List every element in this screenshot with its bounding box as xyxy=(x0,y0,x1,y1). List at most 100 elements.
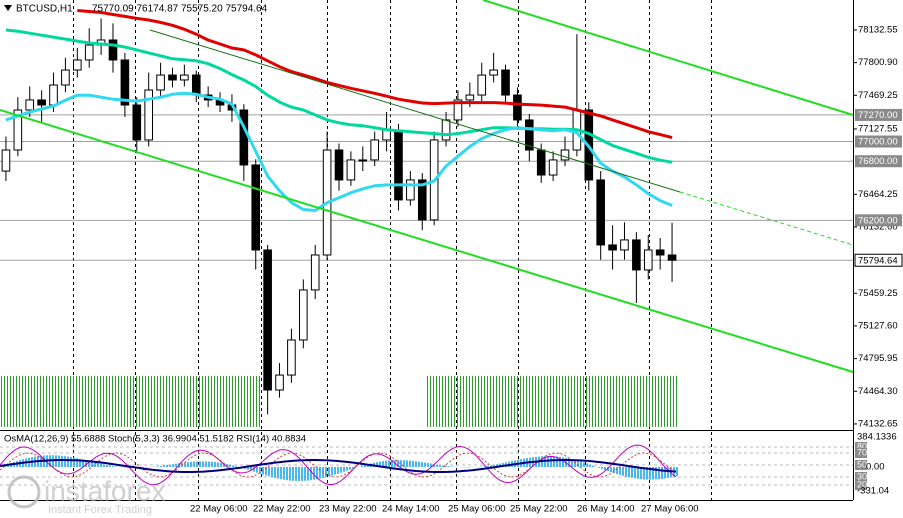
osc-level-box xyxy=(855,442,867,452)
candle-body xyxy=(525,119,534,151)
candle-body xyxy=(108,39,118,61)
stoch-signal xyxy=(0,452,677,478)
level-label: 75794.64 xyxy=(858,255,898,266)
osc-scale-label: 30 xyxy=(857,471,867,481)
candle-body xyxy=(632,239,641,271)
watermark-brand: instaforex xyxy=(44,475,165,506)
x-tick-label: 27 May 06:00 xyxy=(641,504,699,515)
channel-mid xyxy=(149,29,681,193)
candle-body xyxy=(358,159,368,162)
candle-body xyxy=(191,74,201,96)
candle-body xyxy=(536,149,546,176)
candle-body xyxy=(251,164,261,251)
y-tick-label: 77127.55 xyxy=(858,123,898,134)
chart-title: BTCUSD,H1 xyxy=(16,4,73,15)
level-box xyxy=(855,135,902,148)
x-tick-label: 24 May 14:00 xyxy=(382,504,440,515)
candle-body xyxy=(263,249,272,391)
candle-body xyxy=(1,149,11,172)
candle-body xyxy=(37,99,46,106)
candle-body xyxy=(453,99,463,121)
candle-body xyxy=(417,179,427,221)
ohlc-header: 75770.09 76174.87 75575.20 75794.64 xyxy=(92,4,268,15)
candle-body xyxy=(667,254,677,261)
osc-scale-label: -331.04 xyxy=(857,486,889,497)
candle-body xyxy=(275,374,284,391)
candle-body xyxy=(120,59,130,106)
menu-arrow[interactable] xyxy=(4,5,12,11)
level-box xyxy=(855,108,902,121)
osc-level-box xyxy=(855,480,867,490)
level-label: 76200.00 xyxy=(858,215,898,226)
candle-body xyxy=(370,139,379,161)
candle-body xyxy=(560,149,570,161)
level-box xyxy=(854,253,903,267)
moving-average xyxy=(77,9,673,140)
y-tick-label: 75459.25 xyxy=(858,288,898,299)
osc-scale-label: 80 xyxy=(857,441,867,451)
channel-lower xyxy=(0,109,854,373)
candle-body xyxy=(84,44,94,61)
rsi-line xyxy=(0,459,677,473)
candle-body xyxy=(608,244,617,251)
level-label: 77000.00 xyxy=(858,137,898,148)
candle-body xyxy=(501,69,510,96)
candle-body xyxy=(643,249,653,271)
candle-body xyxy=(180,74,189,81)
candle-body xyxy=(620,239,629,251)
candle-body xyxy=(548,159,558,176)
level-box xyxy=(855,155,902,168)
osc-scale-label: 384.1336 xyxy=(857,432,897,443)
watermark: instaforex Instant Forex Trading xyxy=(7,475,165,516)
candle-body xyxy=(596,179,605,246)
candle-body xyxy=(144,89,153,141)
y-tick-label: 74795.95 xyxy=(858,353,898,364)
candle-body xyxy=(239,109,249,166)
watermark-logo xyxy=(7,475,41,509)
x-tick-label: 25 May 06:00 xyxy=(448,504,506,515)
watermark-tagline: Instant Forex Trading xyxy=(48,504,152,516)
candle-body xyxy=(168,74,177,81)
candle-body xyxy=(382,129,391,141)
candle-body xyxy=(406,179,415,201)
candle-body xyxy=(489,69,498,76)
candle-body xyxy=(513,94,522,121)
candle-body xyxy=(394,129,403,201)
osc-level-box xyxy=(855,472,867,482)
candle-body xyxy=(465,94,475,101)
y-tick-label: 77800.90 xyxy=(858,57,898,68)
level-box xyxy=(855,214,902,227)
candle-body xyxy=(310,254,320,291)
y-tick-label: 74464.30 xyxy=(858,386,898,397)
osc-scale-label: 70 xyxy=(857,447,867,457)
moving-average xyxy=(5,91,673,212)
candle-body xyxy=(49,84,58,106)
candle-body xyxy=(441,119,451,141)
osc-level-box xyxy=(855,448,867,458)
y-tick-label: 74132.65 xyxy=(858,418,898,429)
y-tick-label: 77469.25 xyxy=(858,90,898,101)
x-tick-label: 22 May 06:00 xyxy=(190,504,248,515)
candle-body xyxy=(25,99,35,111)
candle-body xyxy=(132,104,142,141)
candle-body xyxy=(477,74,487,96)
x-tick-label: 26 May 14:00 xyxy=(577,504,635,515)
level-label: 76800.00 xyxy=(858,156,898,167)
osc-scale-label: 0.00 xyxy=(866,462,885,473)
y-tick-label: 78132.55 xyxy=(858,25,898,36)
x-tick-label: 25 May 22:00 xyxy=(510,504,568,515)
y-tick-label: 76132.60 xyxy=(858,221,898,232)
candle-body xyxy=(655,249,665,256)
oscillator-legend: OsMA(12,26,9) 55.6888 Stoch(5,3,3) 36.99… xyxy=(4,434,306,445)
main-layer xyxy=(0,0,853,500)
x-tick-label: 22 May 22:00 xyxy=(253,504,311,515)
candle-body xyxy=(287,339,296,376)
channel-upper xyxy=(482,0,854,116)
osc-scale-label: 20 xyxy=(857,479,867,489)
candle-body xyxy=(61,69,70,86)
channel-mid-ext xyxy=(679,191,854,246)
candle-body xyxy=(156,74,165,91)
y-tick-label: 75127.60 xyxy=(858,320,898,331)
x-tick-label: 23 May 22:00 xyxy=(319,504,377,515)
